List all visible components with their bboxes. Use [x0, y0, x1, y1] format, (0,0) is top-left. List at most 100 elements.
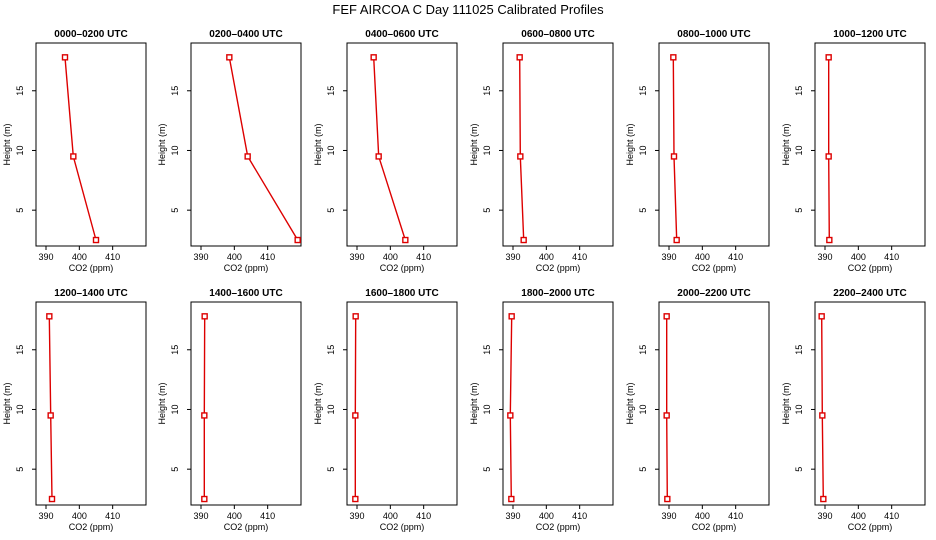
data-point	[820, 495, 827, 503]
x-tick-label: 400	[851, 252, 866, 262]
profile-panel: 0800–1000 UTC 390 400 410 5 10 15 CO2 (ppm) Heig…	[625, 29, 770, 273]
y-tick-label: 15	[482, 345, 492, 355]
x-tick-label: 390	[505, 252, 520, 262]
y-tick-label: 15	[326, 345, 336, 355]
plot-frame	[658, 301, 770, 506]
profile-panel: 0400–0600 UTC 390 400 410 5 10 15 CO2 (ppm) Heig…	[313, 29, 458, 273]
x-axis-label: CO2 (ppm)	[224, 522, 269, 532]
x-tick-label: 400	[695, 252, 710, 262]
profile-panel: 1200–1400 UTC 390 400 410 5 10 15 CO2 (ppm) Heig…	[2, 288, 147, 532]
profile-panel: 1400–1600 UTC 390 400 410 5 10 15 CO2 (ppm) Heig…	[157, 288, 302, 532]
x-tick-label: 410	[416, 252, 431, 262]
plot-frame	[190, 301, 302, 506]
data-point	[507, 412, 514, 419]
profile-panel: 1000–1200 UTC 390 400 410 5 10 15 CO2 (ppm) Heig…	[781, 29, 926, 273]
profile-panel: 2000–2200 UTC 390 400 410 5 10 15 CO2 (ppm) Heig…	[625, 288, 770, 532]
data-point	[294, 236, 301, 244]
data-point	[670, 54, 677, 61]
y-tick-label: 10	[15, 404, 25, 414]
panel-title: 0600–0800 UTC	[521, 29, 594, 40]
y-tick-label: 15	[326, 86, 336, 96]
panel-title: 2200–2400 UTC	[833, 288, 906, 299]
x-tick-label: 400	[539, 252, 554, 262]
profile-line	[828, 57, 830, 241]
y-axis-label: Height (m)	[157, 123, 167, 165]
y-tick-label: 15	[794, 86, 804, 96]
data-point	[818, 313, 825, 320]
x-tick-label: 410	[105, 252, 120, 262]
y-axis-label: Height (m)	[313, 123, 323, 165]
x-tick-label: 390	[38, 252, 53, 262]
data-point	[201, 313, 208, 320]
profile-panel: 1800–2000 UTC 390 400 410 5 10 15 CO2 (ppm) Heig…	[469, 288, 614, 532]
data-point	[826, 236, 833, 244]
profile-line	[519, 57, 525, 241]
y-tick-label: 10	[170, 145, 180, 155]
data-point	[508, 495, 515, 503]
panel-grid: 0000–0200 UTC 390 400 410 5 10 15 CO2 (ppm) Heig…	[2, 29, 926, 532]
data-point	[670, 153, 678, 160]
x-tick-label: 410	[260, 511, 275, 521]
y-tick-label: 5	[638, 208, 648, 213]
y-axis-label: Height (m)	[157, 382, 167, 424]
x-tick-label: 400	[383, 252, 398, 262]
profile-line	[228, 57, 299, 241]
data-point	[819, 412, 826, 419]
data-point	[352, 412, 359, 419]
x-tick-label: 410	[884, 511, 899, 521]
plot-frame	[35, 42, 147, 247]
x-tick-label: 390	[349, 252, 364, 262]
x-tick-label: 390	[193, 252, 208, 262]
y-tick-label: 10	[794, 145, 804, 155]
plot-frame	[35, 301, 147, 506]
figure-title: FEF AIRCOA C Day 111025 Calibrated Profi…	[332, 2, 604, 17]
x-tick-label: 400	[72, 252, 87, 262]
data-point	[61, 54, 69, 61]
x-tick-label: 390	[661, 511, 676, 521]
profile-line	[48, 316, 53, 500]
profile-line	[666, 316, 668, 500]
x-tick-label: 410	[884, 252, 899, 262]
y-tick-label: 5	[794, 467, 804, 472]
y-tick-label: 10	[326, 145, 336, 155]
y-tick-label: 5	[638, 467, 648, 472]
data-point	[516, 54, 523, 61]
data-point	[370, 54, 377, 61]
data-point	[226, 54, 233, 61]
y-tick-label: 15	[638, 345, 648, 355]
profile-line	[64, 57, 97, 241]
y-tick-label: 15	[794, 345, 804, 355]
profile-panel: 2200–2400 UTC 390 400 410 5 10 15 CO2 (ppm) Heig…	[781, 288, 926, 532]
plot-frame	[658, 42, 770, 247]
y-axis-label: Height (m)	[781, 123, 791, 165]
x-tick-label: 410	[572, 511, 587, 521]
panel-title: 2000–2200 UTC	[677, 288, 750, 299]
x-axis-label: CO2 (ppm)	[224, 263, 269, 273]
x-tick-label: 390	[505, 511, 520, 521]
y-tick-label: 10	[170, 404, 180, 414]
y-tick-label: 15	[638, 86, 648, 96]
y-tick-label: 5	[482, 208, 492, 213]
x-tick-label: 410	[105, 511, 120, 521]
x-tick-label: 390	[661, 252, 676, 262]
x-tick-label: 400	[227, 252, 242, 262]
panel-title: 0200–0400 UTC	[209, 29, 282, 40]
y-tick-label: 5	[482, 467, 492, 472]
y-tick-label: 10	[638, 404, 648, 414]
data-point	[825, 153, 832, 160]
y-tick-label: 5	[326, 467, 336, 472]
panel-title: 1600–1800 UTC	[365, 288, 438, 299]
data-point	[508, 313, 515, 320]
y-axis-label: Height (m)	[469, 382, 479, 424]
data-point	[517, 153, 524, 160]
x-tick-label: 400	[539, 511, 554, 521]
profile-panel: 0000–0200 UTC 390 400 410 5 10 15 CO2 (ppm) Heig…	[2, 29, 147, 273]
x-axis-label: CO2 (ppm)	[536, 263, 581, 273]
y-tick-label: 10	[794, 404, 804, 414]
plot-frame	[502, 301, 614, 506]
y-axis-label: Height (m)	[2, 382, 12, 424]
x-tick-label: 410	[260, 252, 275, 262]
y-axis-label: Height (m)	[469, 123, 479, 165]
x-axis-label: CO2 (ppm)	[380, 522, 425, 532]
